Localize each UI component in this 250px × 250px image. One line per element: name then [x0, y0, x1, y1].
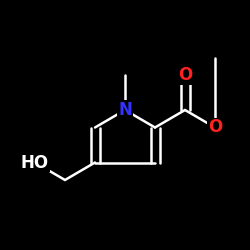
Text: HO: HO — [21, 154, 49, 172]
Text: O: O — [208, 118, 222, 136]
Text: O: O — [178, 66, 192, 84]
Text: N: N — [118, 101, 132, 119]
